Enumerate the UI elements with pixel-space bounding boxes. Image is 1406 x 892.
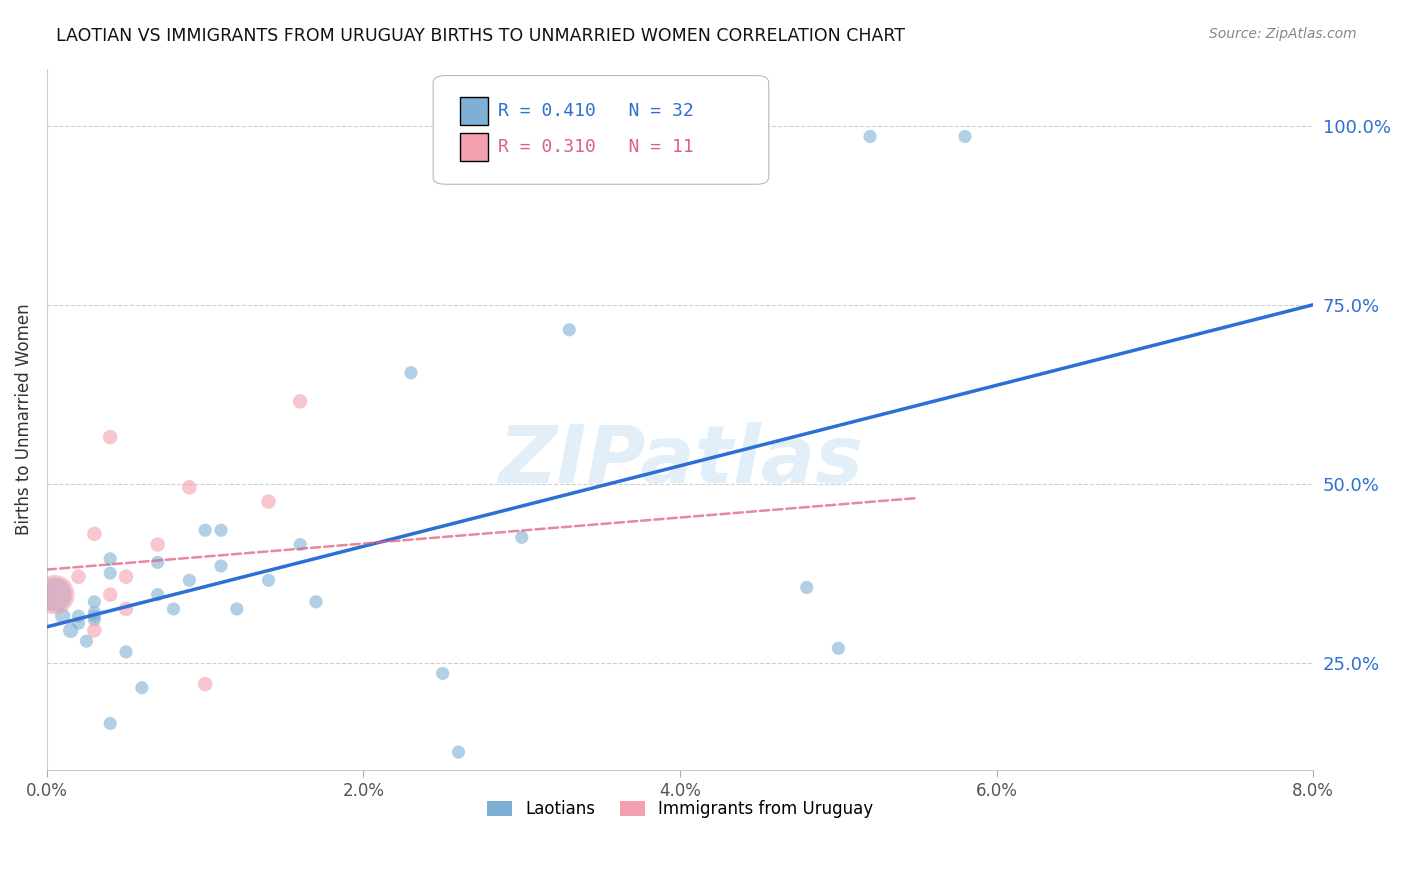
Point: [98, 588, 121, 602]
Legend: Laotians, Immigrants from Uruguay: Laotians, Immigrants from Uruguay: [479, 794, 880, 825]
Point: [305, 595, 328, 609]
Point: [953, 129, 976, 144]
Point: [98, 552, 121, 566]
Text: LAOTIAN VS IMMIGRANTS FROM URUGUAY BIRTHS TO UNMARRIED WOMEN CORRELATION CHART: LAOTIAN VS IMMIGRANTS FROM URUGUAY BIRTH…: [56, 27, 905, 45]
Point: [288, 537, 311, 551]
Point: [146, 537, 169, 551]
Point: [67, 570, 90, 584]
Point: [162, 602, 184, 616]
Point: [146, 588, 169, 602]
Point: [399, 366, 422, 380]
Point: [83, 595, 105, 609]
FancyBboxPatch shape: [460, 133, 488, 161]
Text: R = 0.310   N = 11: R = 0.310 N = 11: [498, 138, 693, 156]
Point: [83, 609, 105, 624]
Point: [447, 745, 470, 759]
Point: [257, 494, 280, 508]
FancyBboxPatch shape: [433, 76, 769, 185]
Point: [98, 716, 121, 731]
Point: [59, 624, 82, 638]
Point: [75, 634, 97, 648]
Point: [510, 530, 533, 544]
Point: [44, 588, 66, 602]
Point: [44, 588, 66, 602]
Point: [796, 581, 818, 595]
Text: ZIPatlas: ZIPatlas: [498, 422, 863, 500]
Point: [83, 606, 105, 620]
Point: [209, 523, 232, 537]
Point: [859, 129, 882, 144]
Point: [115, 570, 138, 584]
Point: [83, 624, 105, 638]
Point: [67, 609, 90, 624]
Point: [558, 323, 581, 337]
Point: [179, 574, 201, 588]
Point: [225, 602, 247, 616]
Point: [432, 666, 454, 681]
Point: [115, 602, 138, 616]
Point: [194, 677, 217, 691]
Text: Source: ZipAtlas.com: Source: ZipAtlas.com: [1209, 27, 1357, 41]
Point: [194, 523, 217, 537]
Point: [146, 556, 169, 570]
Point: [98, 430, 121, 444]
Point: [179, 480, 201, 494]
Point: [257, 574, 280, 588]
Point: [827, 641, 849, 656]
Point: [83, 526, 105, 541]
Point: [98, 566, 121, 581]
Point: [83, 613, 105, 627]
Point: [131, 681, 153, 695]
FancyBboxPatch shape: [460, 96, 488, 125]
Y-axis label: Births to Unmarried Women: Births to Unmarried Women: [15, 303, 32, 535]
Point: [543, 144, 565, 158]
Point: [209, 559, 232, 574]
Point: [115, 645, 138, 659]
Point: [288, 394, 311, 409]
Point: [67, 616, 90, 631]
Point: [52, 609, 75, 624]
Text: R = 0.410   N = 32: R = 0.410 N = 32: [498, 102, 693, 120]
